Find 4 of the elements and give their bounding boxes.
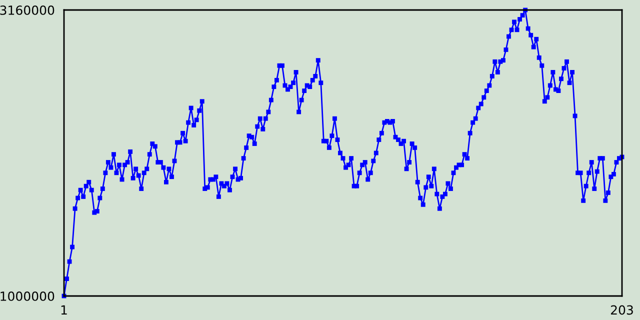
y-tick-label: 1000000 [0,291,54,301]
x-tick-label: 1 [61,305,67,315]
x-tick-label: 203 [610,305,633,315]
y-tick-label: 3160000 [0,5,54,15]
